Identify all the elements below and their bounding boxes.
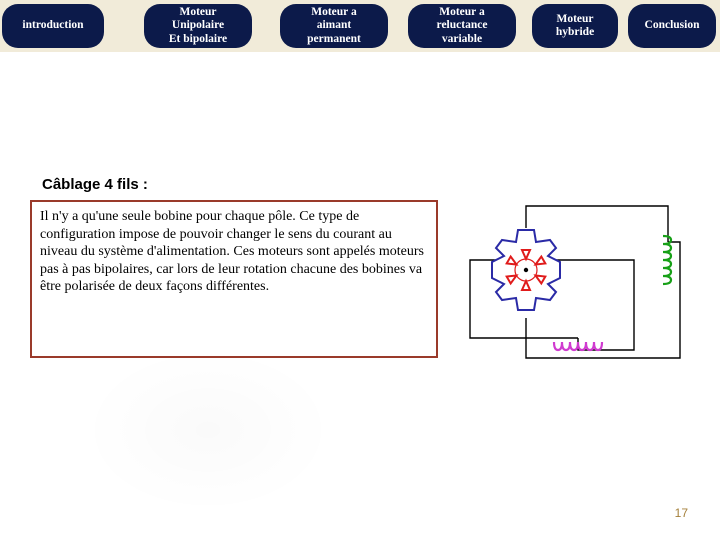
body-text-box: Il n'y a qu'une seule bobine pour chaque… <box>30 200 438 358</box>
body-text: Il n'y a qu'une seule bobine pour chaque… <box>40 209 424 294</box>
tab-label: Conclusion <box>645 19 700 32</box>
tab-label: Moteur areluctancevariable <box>437 6 488 46</box>
tab-label: MoteurUnipolaireEt bipolaire <box>169 6 227 46</box>
tab-introduction[interactable]: introduction <box>2 4 104 48</box>
tab-label: introduction <box>22 19 83 32</box>
tab-reluctance-variable[interactable]: Moteur areluctancevariable <box>408 4 516 48</box>
tab-hybride[interactable]: Moteurhybride <box>532 4 618 48</box>
background-swash <box>40 330 460 530</box>
stator <box>492 230 560 310</box>
section-heading: Câblage 4 fils : <box>42 176 148 193</box>
coil-right <box>663 236 671 284</box>
tab-aimant-permanent[interactable]: Moteur aaimantpermanent <box>280 4 388 48</box>
tab-label: Moteur aaimantpermanent <box>307 6 361 46</box>
motor-diagram <box>458 198 688 366</box>
tab-conclusion[interactable]: Conclusion <box>628 4 716 48</box>
tab-label: Moteurhybride <box>556 13 594 39</box>
slide: introduction MoteurUnipolaireEt bipolair… <box>0 0 720 540</box>
tab-unipolaire-bipolaire[interactable]: MoteurUnipolaireEt bipolaire <box>144 4 252 48</box>
page-number: 17 <box>675 506 688 520</box>
